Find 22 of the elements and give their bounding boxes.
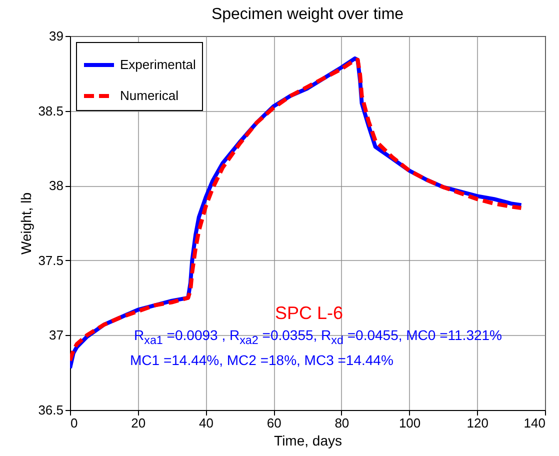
y-tick-label: 38.5 — [38, 103, 64, 118]
y-axis-title: Weight, lb — [18, 192, 34, 254]
legend-label: Numerical — [120, 88, 179, 103]
annotation: R$_{xa1}$ =0.0093 , R$_{xa2}$ =0.0355, R$_{xd}$ =0.0455, MC0 =11.321% — [134, 327, 502, 347]
y-tick-label: 38 — [49, 178, 64, 194]
x-tick-label: 20 — [131, 416, 146, 430]
legend-label: Experimental — [120, 57, 196, 72]
x-tick-label: 40 — [198, 416, 214, 430]
y-tick-label: 36.5 — [38, 402, 64, 418]
x-tick-label: 60 — [266, 416, 282, 430]
x-tick-label: 140 — [524, 416, 546, 430]
annotation: MC1 =14.44%, MC2 =18%, MC3 =14.44% — [130, 352, 394, 368]
y-tick-label: 37.5 — [38, 252, 64, 268]
annotation: SPC L-6 — [275, 303, 344, 323]
x-axis-title: Time, days — [274, 432, 342, 448]
x-tick-label: 80 — [334, 416, 350, 430]
y-tick-label: 37 — [49, 328, 64, 343]
x-tick-label: 0 — [70, 416, 78, 430]
x-tick-label: 120 — [466, 416, 488, 430]
x-tick-label: 100 — [398, 416, 421, 430]
chart-title: Specimen weight over time — [211, 6, 404, 23]
y-tick-label: 39 — [49, 28, 64, 44]
